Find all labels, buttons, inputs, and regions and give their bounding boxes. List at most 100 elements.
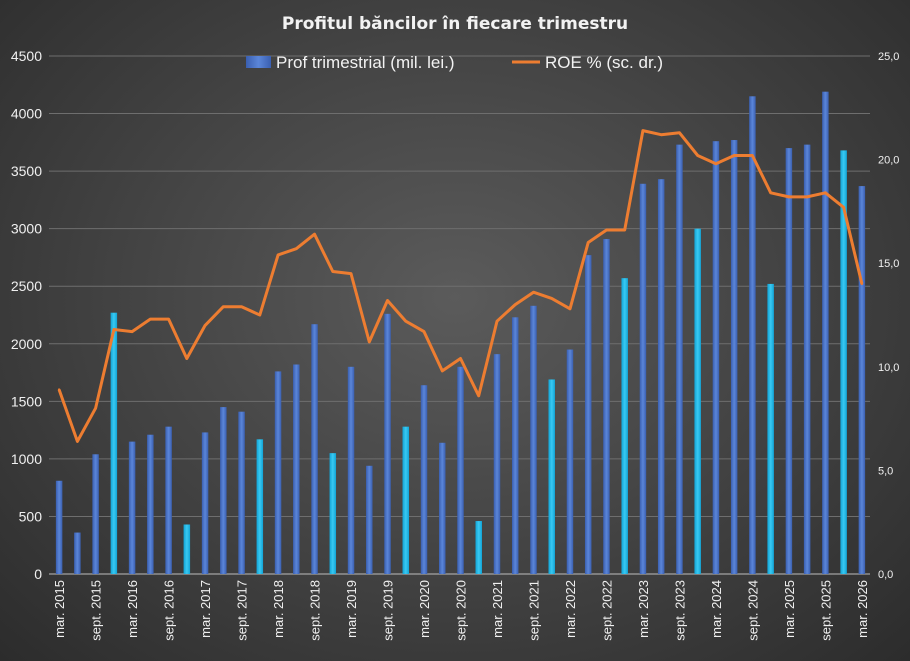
left-tick-label: 4500: [11, 48, 42, 64]
roe-point: [623, 228, 626, 232]
roe-point: [222, 305, 225, 308]
left-axis-ticks: 0 500 1000 1500 2000 2500 3000 3500 4000 4500: [11, 48, 42, 582]
bar-dec-2023: [694, 228, 701, 574]
roe-point: [842, 206, 845, 209]
roe-point: [514, 303, 517, 306]
bar-mar-2025: [785, 148, 793, 575]
bar-dec-2015: [110, 312, 118, 574]
roe-point: [659, 133, 663, 136]
x-axis-ticks: mar. 2015 sept. 2015 mar. 2016 sept. 2016 ma…: [52, 580, 870, 641]
roe-point: [349, 272, 353, 275]
roe-point: [76, 440, 79, 443]
right-tick-label: 25,0: [878, 51, 899, 63]
left-tick-label: 3500: [11, 163, 42, 179]
legend-swatch-bar: [246, 56, 271, 68]
roe-point: [57, 388, 61, 391]
roe-point: [787, 195, 791, 199]
x-tick-label: sept. 2021: [526, 580, 541, 641]
roe-point: [769, 191, 772, 194]
x-tick-label: sept. 2018: [308, 580, 323, 641]
roe-point: [568, 307, 572, 310]
bar-iun-2025: [803, 144, 811, 574]
roe-point: [605, 228, 608, 232]
x-tick-label: mar. 2020: [417, 580, 432, 638]
roe-point: [751, 154, 754, 157]
roe-point: [860, 282, 864, 286]
roe-point: [587, 241, 590, 244]
roe-point: [295, 247, 298, 250]
right-tick-label: 0,0: [878, 569, 893, 581]
roe-point: [130, 330, 134, 333]
bar-mar-2015: [55, 480, 63, 574]
roe-point: [258, 313, 262, 317]
right-axis-ticks: 0,0 5,0 10,0 15,0 20,0 25,0: [878, 51, 899, 581]
bar-iun-2016: [147, 434, 154, 574]
left-tick-label: 2000: [11, 336, 42, 352]
bar-iun-2021: [511, 317, 519, 574]
bar-dec-2018: [329, 453, 337, 574]
right-tick-label: 15,0: [878, 258, 899, 270]
legend-label-bar: Prof trimestrial (mil. lei.): [276, 53, 455, 72]
bar-sept-2019: [384, 313, 391, 574]
bar-mar-2024: [712, 141, 720, 574]
roe-point: [550, 297, 553, 300]
roe-point: [203, 324, 207, 327]
roe-point: [422, 330, 426, 333]
bar-sept-2022: [603, 239, 610, 574]
x-tick-label: mar. 2026: [855, 580, 870, 638]
bar-dec-2017: [256, 439, 264, 574]
x-tick-label: sept. 2025: [818, 580, 833, 641]
left-tick-label: 500: [19, 508, 43, 524]
x-tick-label: sept. 2022: [599, 580, 614, 641]
roe-point: [441, 369, 444, 373]
right-tick-label: 20,0: [878, 155, 899, 167]
roe-point: [805, 195, 809, 199]
roe-point: [477, 394, 480, 398]
bar-sept-2025: [822, 91, 829, 574]
bar-iun-2022: [584, 255, 592, 575]
x-tick-label: sept. 2024: [745, 580, 760, 641]
x-tick-label: mar. 2022: [563, 580, 578, 638]
legend-label-line: ROE % (sc. dr.): [545, 53, 663, 72]
legend: Prof trimestrial (mil. lei.) ROE % (sc. …: [246, 53, 663, 72]
bar-sept-2018: [311, 324, 318, 574]
left-tick-label: 4000: [11, 106, 42, 122]
x-tick-label: mar. 2015: [52, 580, 67, 638]
bar-mar-2017: [201, 432, 209, 574]
roe-point: [368, 340, 371, 344]
bar-layer: [55, 91, 866, 575]
bar-dec-2016: [183, 524, 191, 574]
bar-sept-2023: [676, 144, 683, 574]
bar-iun-2015: [74, 532, 81, 574]
x-tick-label: mar. 2018: [271, 580, 286, 638]
grid-layer: [49, 55, 870, 575]
bar-sept-2020: [457, 366, 464, 574]
bar-sept-2024: [749, 96, 756, 575]
bar-mar-2023: [639, 183, 647, 575]
roe-point: [459, 357, 462, 360]
bar-iun-2023: [657, 179, 665, 574]
bar-dec-2020: [475, 521, 482, 574]
bar-mar-2019: [347, 366, 355, 574]
left-tick-label: 3000: [11, 221, 42, 237]
roe-point: [714, 162, 718, 165]
bar-dec-2022: [621, 278, 628, 574]
left-tick-label: 1500: [11, 393, 42, 409]
bar-dec-2021: [548, 379, 555, 574]
bar-dec-2024: [767, 283, 774, 574]
bar-iun-2024: [730, 140, 738, 574]
bar-dec-2025: [840, 150, 847, 574]
roe-point: [313, 232, 316, 236]
roe-point: [240, 305, 243, 308]
roe-point: [732, 154, 736, 157]
x-tick-label: mar. 2021: [490, 580, 505, 638]
bar-iun-2018: [293, 364, 300, 574]
bar-mar-2021: [493, 354, 501, 574]
bar-sept-2016: [165, 426, 172, 574]
x-tick-label: sept. 2017: [235, 580, 250, 641]
bar-iun-2017: [220, 407, 227, 574]
x-tick-label: mar. 2024: [709, 580, 724, 638]
roe-point: [404, 320, 407, 323]
roe-point: [331, 270, 334, 273]
